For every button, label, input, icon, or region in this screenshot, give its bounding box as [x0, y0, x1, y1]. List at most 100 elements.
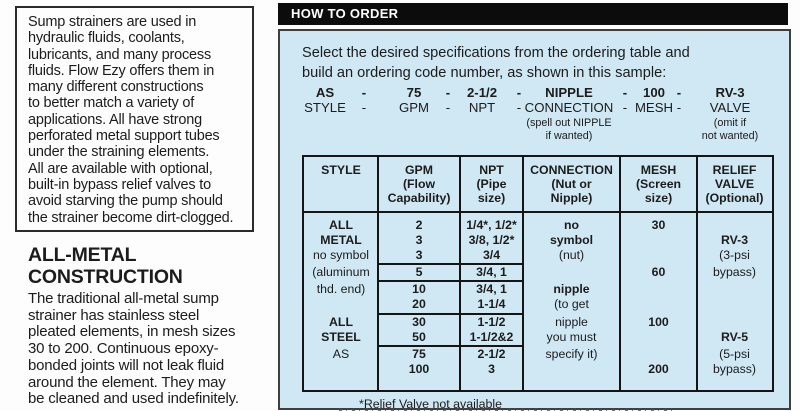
cell: RV-3: [720, 233, 749, 248]
cell: 3/4, 1: [476, 282, 507, 297]
cell: 3/4: [482, 248, 501, 263]
cell: [304, 297, 378, 312]
dash: -: [676, 100, 682, 115]
cell: (nut): [558, 248, 585, 263]
sample-npt-label: NPT: [468, 100, 496, 115]
relief-valve-column: RV-3 (3-psi bypass) RV-5 (5-psi bypass): [697, 213, 772, 379]
column-divider: [377, 157, 379, 390]
sample-dash-1: - -: [362, 85, 366, 115]
cell: RV-5: [720, 329, 749, 344]
column-divider: [459, 157, 461, 390]
cell: nipple: [555, 314, 588, 329]
cell: bypass): [712, 265, 757, 280]
cell: 1/4*, 1/2*: [466, 218, 517, 232]
connection-column: no symbol (nut) nipple (to get nipple yo…: [523, 213, 620, 379]
all-metal-construction-paragraph: The traditional all-metal sump strainer …: [28, 290, 239, 408]
dash: -: [516, 100, 522, 115]
cell: thd. end): [316, 282, 366, 297]
cell: 30: [412, 314, 426, 329]
cell: 2: [415, 218, 423, 232]
relief-valve-footnote: *Relief Valve not available: [359, 397, 503, 411]
sample-gpm: 75 GPM: [399, 85, 429, 115]
cell: 5: [415, 265, 423, 280]
cell: 1-1/4: [477, 297, 506, 312]
cell: 3/4, 1: [476, 265, 507, 280]
cell: ALL: [329, 218, 353, 232]
cell: METAL: [320, 233, 362, 248]
cell: 3/8, 1/2*: [468, 233, 515, 248]
ordering-instructions: Select the desired specifications from t…: [302, 45, 690, 81]
cell: [620, 248, 697, 263]
cell: 10: [412, 282, 426, 297]
cell: 50: [412, 329, 426, 344]
sample-mesh: 100 MESH: [635, 85, 673, 115]
sample-connection: NIPPLE CONNECTION (spell out NIPPLE if w…: [525, 85, 614, 142]
cell: no: [563, 218, 580, 232]
cell: [620, 233, 697, 248]
sample-valve: RV-3 VALVE (omit if not wanted): [702, 85, 758, 142]
cell: 200: [648, 361, 669, 376]
sample-connection-code: NIPPLE: [545, 85, 593, 100]
column-divider: [619, 157, 621, 390]
col-header-gpm: GPM (Flow Capability): [387, 163, 451, 205]
cell: specify it): [545, 346, 598, 361]
sample-gpm-label: GPM: [398, 100, 430, 115]
dash: -: [361, 100, 367, 115]
intro-text-box: Sump strainers are used in hydraulic flu…: [15, 6, 254, 232]
gpm-column: 2 3 3 5 10 20 30 50 75 100: [378, 213, 460, 379]
cell: (to get: [554, 297, 589, 312]
sample-gpm-code: 75: [406, 85, 422, 100]
sample-dash-4: - -: [623, 85, 627, 115]
cell: [697, 282, 772, 297]
cell: 75: [412, 346, 426, 361]
dash: -: [622, 100, 628, 115]
cell: 100: [408, 361, 430, 376]
cell: (5-psi: [719, 346, 750, 361]
mesh-column: 30 60 100 200: [620, 213, 697, 379]
cell: symbol: [549, 233, 594, 248]
dash: -: [676, 85, 682, 100]
cell: 3: [488, 361, 495, 376]
ordering-table: STYLE GPM (Flow Capability) NPT (Pipe si…: [302, 155, 774, 392]
all-metal-construction-heading: ALL-METAL CONSTRUCTION: [28, 244, 183, 288]
sample-style: AS STYLE: [304, 85, 346, 115]
cell: [697, 315, 772, 330]
sample-mesh-label: MESH: [634, 100, 674, 115]
col-header-style: STYLE: [321, 163, 361, 177]
cell: AS: [332, 346, 350, 361]
dash: -: [516, 85, 522, 100]
sample-style-label: STYLE: [304, 100, 346, 115]
sample-dash-3: - -: [517, 85, 521, 115]
dash: -: [445, 100, 451, 115]
dash: -: [445, 85, 451, 100]
style-column: ALL METAL no symbol (aluminum thd. end) …: [304, 213, 378, 379]
cell: STEEL: [321, 329, 361, 344]
cell: (3-psi: [719, 248, 750, 263]
cell: you must: [546, 329, 597, 344]
cell: [304, 362, 378, 377]
cell: 20: [412, 297, 426, 312]
sample-npt: 2-1/2 NPT: [467, 85, 497, 115]
cell: [620, 347, 697, 362]
how-to-order-header-bar: HOW TO ORDER: [278, 3, 788, 25]
cell: [697, 218, 772, 233]
column-divider: [522, 157, 524, 390]
npt-column: 1/4*, 1/2* 3/8, 1/2* 3/4 3/4, 1 3/4, 1 1…: [460, 213, 523, 379]
cell: 2-1/2: [477, 346, 506, 361]
col-header-relief-valve: RELIEF VALVE (Optional): [705, 163, 764, 205]
sample-style-code: AS: [315, 85, 335, 100]
sample-mesh-code: 100: [642, 85, 666, 100]
cell: ALL: [329, 314, 353, 329]
cell: 30: [651, 218, 666, 232]
sample-dash-5: - -: [677, 85, 681, 115]
cell: (aluminum: [312, 265, 370, 280]
sample-npt-code: 2-1/2: [466, 85, 498, 100]
sample-valve-code: RV-3: [715, 85, 745, 100]
dash: -: [361, 85, 367, 100]
sample-connection-note: (spell out NIPPLE if wanted): [526, 117, 612, 142]
sample-valve-label: VALVE: [709, 100, 751, 115]
column-divider: [696, 157, 698, 390]
cell: 1-1/2&2: [469, 329, 514, 344]
cell: 1-1/2: [477, 314, 506, 329]
